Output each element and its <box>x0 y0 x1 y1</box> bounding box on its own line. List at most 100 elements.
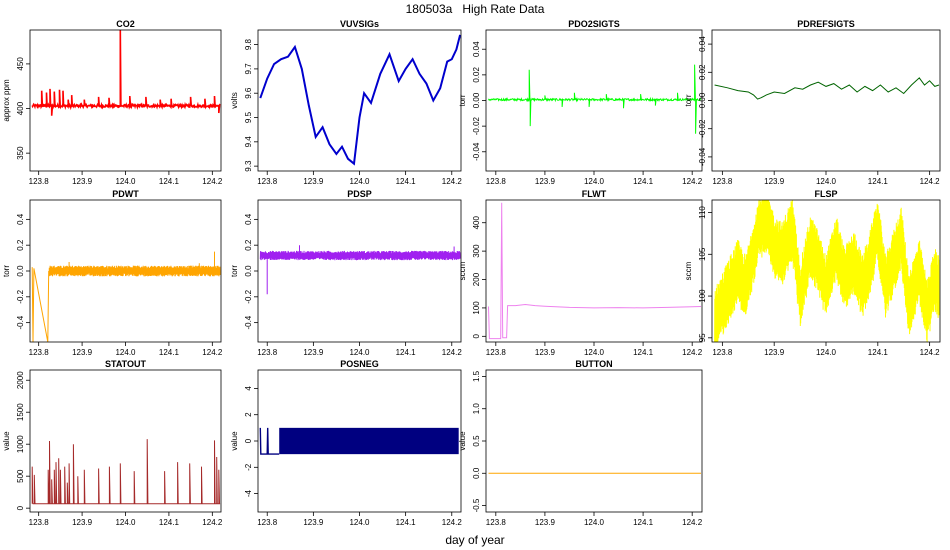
x-tick-label: 124.1 <box>396 518 417 527</box>
y-tick-label: 0 <box>244 438 253 443</box>
panel-pdwt: PDWT torr 123.8 123.9 124.0 124.1 124.2 -0.4 -0.… <box>2 189 223 357</box>
panel-button: BUTTON value 123.8 123.9 124.0 124.1 124.2 -0.5… <box>458 359 703 527</box>
x-axis-title: day of year <box>445 533 505 547</box>
y-tick-label: 9.8 <box>244 38 253 50</box>
y-tick-label: 500 <box>16 469 25 483</box>
panel-title: STATOUT <box>105 359 146 369</box>
plot-frame <box>485 199 703 343</box>
y-tick-label: 9.7 <box>244 63 253 75</box>
panel-title: PDWT <box>112 189 139 199</box>
x-tick-label: 124.1 <box>396 348 417 357</box>
y-axis-label: torr <box>458 94 467 106</box>
y-tick-label: 0.04 <box>472 41 481 57</box>
y-tick-label: 0.4 <box>244 213 253 225</box>
x-tick-label: 123.9 <box>303 348 324 357</box>
y-axis-label: torr <box>230 265 239 277</box>
x-tick-label: 123.8 <box>29 518 50 527</box>
y-tick-label: 0.02 <box>698 64 707 80</box>
y-tick-label: 0.0 <box>16 265 25 277</box>
y-tick-label: 9.6 <box>244 87 253 99</box>
x-tick-label: 124.0 <box>584 177 605 186</box>
x-tick-label: 123.9 <box>535 177 556 186</box>
y-tick-label: 0.00 <box>472 92 481 108</box>
x-tick-label: 124.0 <box>349 518 370 527</box>
x-tick-label: 124.1 <box>868 177 889 186</box>
panel-co2: CO2 approx ppm 123.8 123.9 124.0 124.1 124.2 35… <box>2 19 223 186</box>
panel-title: FLSP <box>814 189 837 199</box>
x-tick-label: 124.0 <box>584 348 605 357</box>
y-tick-label: 2000 <box>16 371 25 389</box>
x-tick-label: 124.1 <box>633 177 654 186</box>
y-tick-label: -0.02 <box>698 119 707 138</box>
y-axis-label: torr <box>2 265 11 277</box>
plot-frame <box>257 199 462 343</box>
panel-statout: STATOUT value 123.8 123.9 124.0 124.1 124.2 0 50… <box>2 359 223 527</box>
series-line <box>259 245 461 295</box>
x-tick-label: 124.0 <box>349 348 370 357</box>
x-tick-label: 124.0 <box>816 348 837 357</box>
x-tick-label: 124.2 <box>202 177 223 186</box>
y-tick-label: -0.4 <box>244 315 253 329</box>
x-tick-label: 123.9 <box>72 348 93 357</box>
y-tick-label: 0.04 <box>698 36 707 52</box>
series-line-start <box>31 267 50 342</box>
y-tick-label: -0.04 <box>698 147 707 166</box>
panel-pdo2sigts: PDO2SIGTS torr 123.8 123.9 124.0 124.1 124.2 -0… <box>458 19 703 186</box>
plot-frame <box>257 29 462 172</box>
x-tick-label: 123.9 <box>303 177 324 186</box>
y-axis-label: sccm <box>684 261 693 280</box>
x-tick-label: 124.2 <box>920 177 941 186</box>
y-tick-label: 200 <box>472 272 481 286</box>
y-tick-label: -0.2 <box>16 289 25 303</box>
panel-vuvsigs: VUVSIGs volts 123.8 123.9 124.0 124.1 124.2 9.3… <box>230 19 462 186</box>
y-tick-label: 110 <box>698 206 707 219</box>
y-tick-label: -2 <box>244 463 253 471</box>
series-line <box>714 200 940 342</box>
series-line <box>31 439 221 505</box>
series-line <box>714 77 940 100</box>
y-axis-label: value <box>230 431 239 451</box>
x-tick-label: 124.1 <box>159 348 180 357</box>
plot-frame <box>29 29 222 172</box>
panel-flwt: FLWT sccm 123.8 123.9 124.0 124.1 124.2 0 100 200… <box>458 189 703 357</box>
x-tick-label: 124.0 <box>584 518 605 527</box>
y-tick-label: 0.02 <box>472 67 481 83</box>
y-tick-label: 1500 <box>16 403 25 421</box>
y-tick-label: 400 <box>472 216 481 230</box>
x-tick-label: 123.8 <box>257 348 278 357</box>
y-tick-label: -0.2 <box>244 289 253 303</box>
y-tick-label: 450 <box>16 57 25 71</box>
figure-title: 180503a High Rate Data <box>405 2 545 16</box>
x-tick-label: 124.1 <box>159 177 180 186</box>
x-tick-label: 124.0 <box>349 177 370 186</box>
x-tick-label: 124.2 <box>442 518 463 527</box>
x-tick-label: 123.8 <box>486 518 507 527</box>
plot-frame <box>485 29 703 172</box>
panel-title: PDO2SIGTS <box>568 19 620 29</box>
series-line <box>488 64 702 134</box>
x-tick-label: 123.8 <box>29 348 50 357</box>
y-axis-label: torr <box>684 94 693 106</box>
y-tick-label: 400 <box>16 101 25 115</box>
x-tick-label: 123.9 <box>72 518 93 527</box>
x-tick-label: 123.9 <box>535 518 556 527</box>
y-tick-label: -0.4 <box>16 315 25 329</box>
panel-title: CO2 <box>116 19 135 29</box>
y-tick-label: 0 <box>472 334 481 339</box>
panel-title: POSNEG <box>340 359 379 369</box>
x-tick-label: 124.2 <box>920 348 941 357</box>
x-tick-label: 124.2 <box>682 348 703 357</box>
series-line-start <box>259 427 280 455</box>
x-tick-label: 124.1 <box>868 348 889 357</box>
panel-posneg: POSNEG value 123.8 123.9 124.0 124.1 124.2 -4 -2… <box>230 359 462 527</box>
y-tick-label: 0.4 <box>16 213 25 225</box>
panel-title: FLWT <box>582 189 607 199</box>
y-axis-label: sccm <box>458 261 467 280</box>
x-tick-label: 124.1 <box>633 518 654 527</box>
y-tick-label: 0.0 <box>472 467 481 479</box>
y-tick-label: 100 <box>698 289 707 303</box>
x-tick-label: 123.9 <box>764 348 785 357</box>
plot-frame <box>485 369 703 513</box>
y-tick-label: 0.2 <box>16 239 25 251</box>
